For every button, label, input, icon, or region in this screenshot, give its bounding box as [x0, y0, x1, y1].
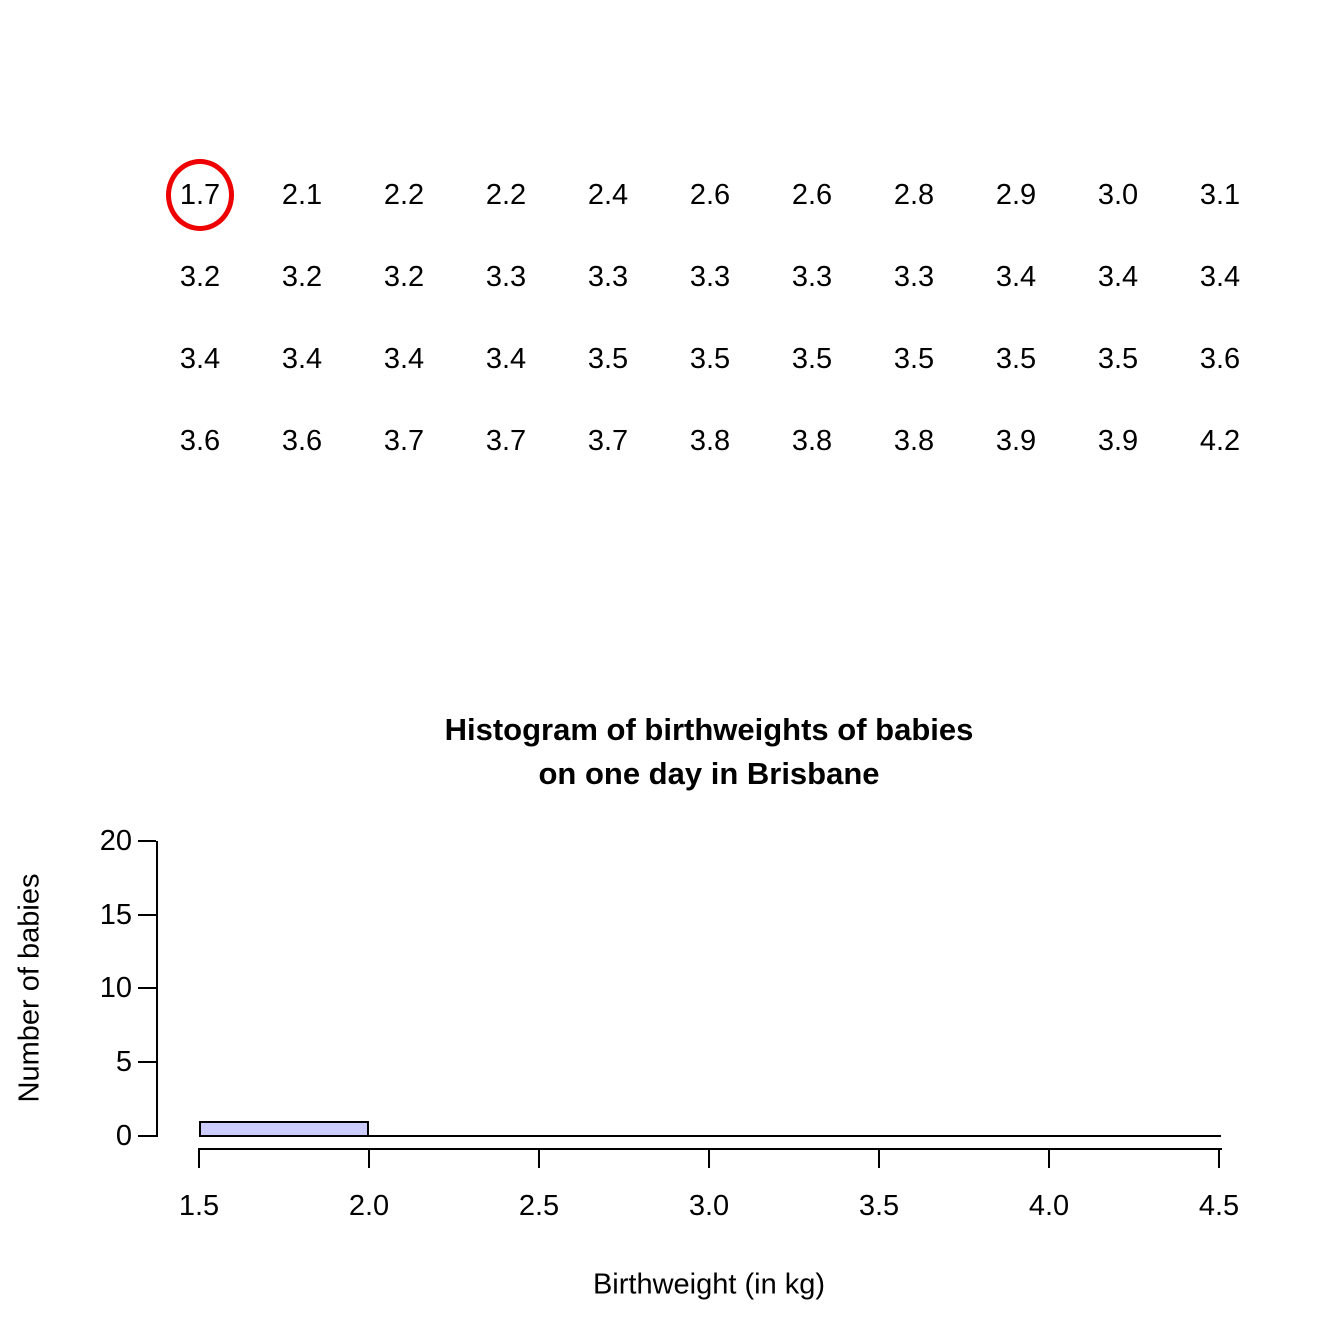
data-cell: 2.8 — [893, 179, 935, 211]
data-cell: 3.0 — [1097, 179, 1139, 211]
x-tick-mark — [1048, 1148, 1050, 1168]
chart-title: Histogram of birthweights of babies on o… — [199, 708, 1219, 796]
x-axis-label: Birthweight (in kg) — [592, 1268, 826, 1301]
y-axis-label: Number of babies — [13, 873, 46, 1103]
chart-title-line2: on one day in Brisbane — [538, 756, 880, 791]
y-tick-mark — [138, 840, 156, 842]
x-tick-mark — [198, 1148, 200, 1168]
data-cell: 2.1 — [281, 179, 323, 211]
x-tick-mark — [1218, 1148, 1220, 1168]
x-tick-label: 2.5 — [518, 1190, 560, 1222]
data-cell: 3.3 — [587, 261, 629, 293]
y-tick-label: 10 — [99, 972, 132, 1004]
x-tick-mark — [368, 1148, 370, 1168]
birthweight-data-table: 1.7 2.1 2.2 2.2 2.4 2.6 2.6 2.8 2.9 3.0 … — [149, 154, 1271, 482]
data-cell: 3.4 — [281, 343, 323, 375]
data-cell: 2.2 — [383, 179, 425, 211]
x-tick-label: 3.0 — [688, 1190, 730, 1222]
histogram-baseline — [199, 1135, 1221, 1137]
data-cell: 3.9 — [1097, 425, 1139, 457]
table-row: 3.2 3.2 3.2 3.3 3.3 3.3 3.3 3.3 3.4 3.4 … — [149, 236, 1271, 318]
y-tick-mark — [138, 914, 156, 916]
table-row: 1.7 2.1 2.2 2.2 2.4 2.6 2.6 2.8 2.9 3.0 … — [149, 154, 1271, 236]
data-cell: 2.6 — [689, 179, 731, 211]
data-cell: 3.6 — [179, 425, 221, 457]
y-tick-label: 0 — [115, 1120, 132, 1152]
y-tick-label: 20 — [99, 825, 132, 857]
data-cell: 3.8 — [689, 425, 731, 457]
data-cell: 3.4 — [179, 343, 221, 375]
data-cell: 3.4 — [1097, 261, 1139, 293]
highlight-circle-icon — [166, 159, 234, 231]
data-cell: 4.2 — [1199, 425, 1241, 457]
y-tick-label: 15 — [99, 899, 132, 931]
data-cell: 3.2 — [179, 261, 221, 293]
data-cell-highlighted: 1.7 — [149, 154, 251, 236]
data-cell: 3.5 — [689, 343, 731, 375]
y-tick-mark — [138, 1135, 156, 1137]
x-axis — [198, 1148, 1222, 1150]
x-tick-mark — [708, 1148, 710, 1168]
data-cell: 3.5 — [587, 343, 629, 375]
table-row: 3.6 3.6 3.7 3.7 3.7 3.8 3.8 3.8 3.9 3.9 … — [149, 400, 1271, 482]
data-cell: 3.7 — [485, 425, 527, 457]
data-cell: 3.5 — [995, 343, 1037, 375]
data-cell: 3.7 — [587, 425, 629, 457]
data-cell: 2.9 — [995, 179, 1037, 211]
x-tick-label: 1.5 — [178, 1190, 220, 1222]
data-cell: 3.3 — [791, 261, 833, 293]
x-tick-mark — [878, 1148, 880, 1168]
data-cell: 3.6 — [281, 425, 323, 457]
chart-title-line1: Histogram of birthweights of babies — [444, 712, 974, 747]
data-cell: 3.5 — [1097, 343, 1139, 375]
data-cell: 3.9 — [995, 425, 1037, 457]
data-cell: 3.4 — [995, 261, 1037, 293]
data-cell: 3.5 — [791, 343, 833, 375]
data-cell: 3.4 — [485, 343, 527, 375]
data-cell: 3.8 — [893, 425, 935, 457]
y-tick-mark — [138, 1061, 156, 1063]
table-row: 3.4 3.4 3.4 3.4 3.5 3.5 3.5 3.5 3.5 3.5 … — [149, 318, 1271, 400]
data-cell: 2.2 — [485, 179, 527, 211]
x-tick-mark — [538, 1148, 540, 1168]
data-cell: 2.4 — [587, 179, 629, 211]
data-cell: 3.3 — [893, 261, 935, 293]
data-cell: 3.8 — [791, 425, 833, 457]
data-cell: 3.3 — [689, 261, 731, 293]
data-cell: 3.2 — [281, 261, 323, 293]
data-cell: 3.3 — [485, 261, 527, 293]
x-tick-label: 4.5 — [1198, 1190, 1240, 1222]
data-cell: 3.4 — [383, 343, 425, 375]
y-tick-mark — [138, 987, 156, 989]
x-tick-label: 2.0 — [348, 1190, 390, 1222]
data-cell: 3.5 — [893, 343, 935, 375]
y-tick-label: 5 — [115, 1046, 132, 1078]
y-axis — [156, 841, 158, 1137]
data-cell: 3.6 — [1199, 343, 1241, 375]
data-cell: 2.6 — [791, 179, 833, 211]
data-cell: 3.2 — [383, 261, 425, 293]
x-tick-label: 4.0 — [1028, 1190, 1070, 1222]
data-cell: 3.7 — [383, 425, 425, 457]
data-cell: 3.1 — [1199, 179, 1241, 211]
x-tick-label: 3.5 — [858, 1190, 900, 1222]
data-value: 1.7 — [179, 179, 221, 211]
data-cell: 3.4 — [1199, 261, 1241, 293]
